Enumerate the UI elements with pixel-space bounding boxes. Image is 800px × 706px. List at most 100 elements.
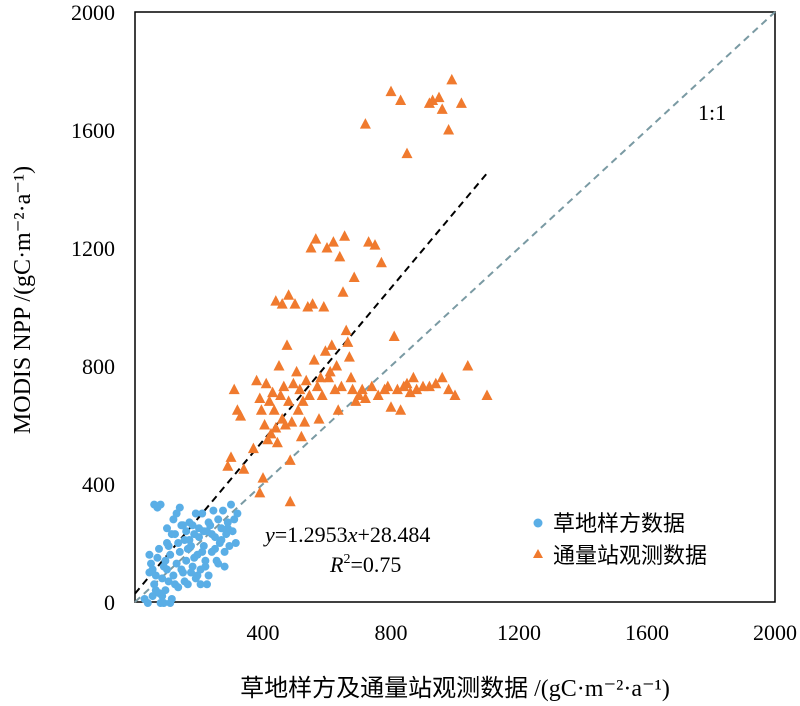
flux-point	[404, 386, 416, 398]
flux-point	[455, 97, 467, 108]
grass-point	[195, 533, 203, 542]
flux-point	[311, 380, 323, 392]
flux-point	[281, 339, 293, 350]
flux-point	[443, 383, 455, 395]
flux-point	[247, 442, 259, 454]
flux-point	[307, 298, 319, 309]
grass-point	[183, 544, 192, 553]
flux-point	[345, 371, 357, 383]
flux-point	[318, 301, 330, 312]
grass-point	[223, 524, 232, 533]
flux-point	[262, 433, 274, 445]
legend: 草地样方数据 通量站观测数据	[533, 511, 707, 568]
flux-point	[319, 345, 331, 356]
flux-point	[359, 118, 371, 129]
grass-point	[201, 562, 210, 571]
grass-point	[188, 521, 197, 530]
grass-point	[159, 599, 168, 607]
grass-point	[209, 506, 218, 515]
grass-point	[179, 521, 187, 530]
flux-point	[254, 392, 266, 403]
flux-point	[385, 85, 397, 97]
flux-point	[284, 495, 296, 507]
flux-point	[433, 91, 445, 103]
flux-point	[331, 360, 343, 371]
x-tick-label: 1600	[625, 620, 669, 645]
flux-point	[275, 389, 287, 400]
flux-point	[254, 486, 266, 498]
y-tick-labels: 0 400 800 1200 1600 2000	[71, 0, 115, 615]
legend-marker-flux	[533, 549, 543, 558]
grass-point	[201, 556, 210, 565]
grass-point	[169, 571, 178, 580]
grass-point	[163, 524, 171, 533]
grass-point	[203, 580, 211, 589]
grass-point	[233, 509, 242, 518]
y-tick-label: 1200	[71, 236, 115, 261]
grass-point	[219, 506, 227, 515]
flux-point	[228, 383, 240, 395]
flux-point	[356, 383, 368, 395]
flux-point	[337, 286, 349, 297]
r-squared-label: R2=0.75	[329, 552, 401, 577]
y-tick-label: 800	[82, 354, 115, 379]
grass-point	[180, 577, 189, 586]
flux-point	[339, 230, 351, 241]
equation-y: y	[263, 522, 275, 547]
grass-point	[220, 547, 229, 556]
flux-point	[271, 436, 283, 448]
flux-point	[270, 422, 282, 433]
flux-point	[310, 233, 322, 244]
y-tick-label: 400	[82, 472, 115, 497]
legend-label-grass: 草地样方数据	[553, 511, 685, 536]
grass-point	[217, 536, 226, 544]
r-squared-value: =0.75	[350, 552, 401, 577]
y-tick-label: 1600	[71, 118, 115, 143]
flux-point	[316, 389, 328, 400]
flux-point	[436, 103, 448, 114]
flux-point	[382, 380, 394, 392]
grass-point	[153, 553, 162, 562]
grass-point	[145, 550, 154, 559]
grass-point	[191, 509, 200, 518]
flux-point	[369, 239, 381, 250]
flux-point	[335, 380, 347, 392]
flux-point	[235, 410, 247, 421]
y-tick-label: 2000	[71, 0, 115, 25]
legend-label-flux: 通量站观测数据	[553, 543, 707, 568]
grass-point	[161, 586, 170, 595]
grass-point	[217, 524, 226, 533]
flux-point	[225, 451, 237, 462]
plot-frame	[134, 11, 776, 603]
flux-point	[289, 298, 301, 309]
grass-point	[143, 599, 152, 607]
flux-point	[446, 73, 458, 85]
flux-point	[286, 416, 298, 427]
grass-point	[231, 539, 240, 547]
flux-point	[443, 124, 455, 135]
grass-point	[164, 542, 173, 550]
flux-point	[263, 395, 275, 406]
y-axis-title: MODIS NPP /(gC·m⁻²·a⁻¹)	[10, 166, 36, 434]
flux-point	[273, 360, 285, 371]
flux-point	[255, 404, 267, 415]
grass-point	[155, 544, 163, 553]
flux-point	[353, 389, 365, 400]
flux-point	[347, 383, 359, 395]
flux-point	[291, 365, 303, 377]
flux-point	[350, 395, 362, 406]
grass-point	[158, 592, 167, 601]
x-tick-label: 400	[247, 620, 280, 645]
grass-point	[220, 562, 229, 571]
series-grass-points	[140, 500, 242, 607]
flux-point	[257, 472, 269, 483]
flux-point	[327, 236, 339, 247]
flux-point	[295, 430, 307, 442]
flux-point	[270, 295, 282, 306]
grass-point	[214, 515, 223, 524]
flux-point	[260, 377, 272, 389]
grass-point	[223, 518, 232, 527]
flux-point	[366, 380, 378, 392]
